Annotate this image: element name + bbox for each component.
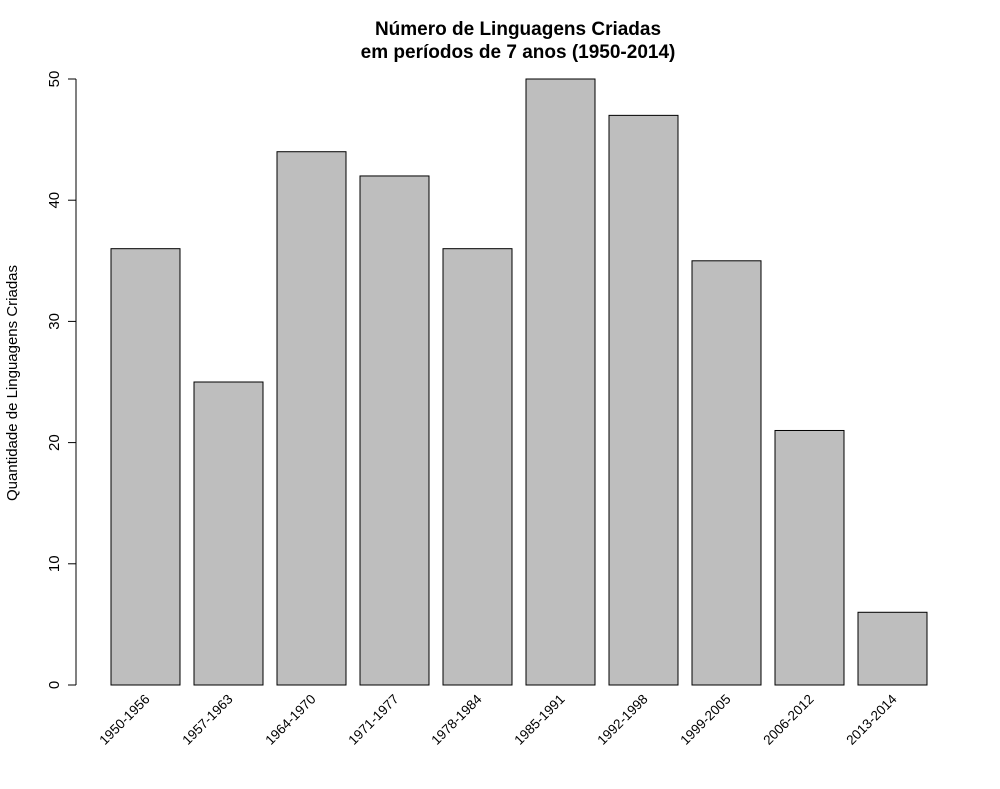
x-tick-label: 1978-1984 xyxy=(428,691,485,748)
y-axis-title: Quantidade de Linguagens Criadas xyxy=(4,265,21,501)
bar xyxy=(774,429,845,686)
x-axis-labels: 1950-1956 1957-1963 1964-1970 1971-1977 1978… xyxy=(96,691,900,748)
bar xyxy=(276,151,347,686)
bar xyxy=(608,114,679,686)
x-tick-label: 1950-1956 xyxy=(96,692,152,748)
y-tick-label: 0 xyxy=(46,681,63,689)
x-tick-label: 1992-1998 xyxy=(594,692,650,748)
y-axis: 0 10 20 30 40 50 xyxy=(46,71,77,689)
bars-group xyxy=(110,78,928,686)
x-tick-label: 1985-1991 xyxy=(511,692,567,748)
x-tick-label: 2013-2014 xyxy=(843,691,900,748)
bar xyxy=(525,78,596,686)
bar xyxy=(110,248,181,686)
chart-title-line2: em períodos de 7 anos (1950-2014) xyxy=(361,42,676,63)
bar xyxy=(691,260,762,686)
x-tick-label: 1964-1970 xyxy=(262,692,318,748)
bar xyxy=(193,381,264,686)
x-tick-label: 2006-2012 xyxy=(760,692,816,748)
x-tick-label: 1971-1977 xyxy=(345,692,401,748)
x-tick-label: 1957-1963 xyxy=(179,692,235,748)
y-tick-label: 10 xyxy=(46,555,63,572)
y-tick-label: 40 xyxy=(46,192,63,209)
chart-title-line1: Número de Linguagens Criadas xyxy=(375,19,661,40)
y-tick-label: 50 xyxy=(46,71,63,88)
y-tick-label: 30 xyxy=(46,313,63,330)
x-tick-label: 1999-2005 xyxy=(677,692,733,748)
y-tick-label: 20 xyxy=(46,434,63,451)
bar xyxy=(359,175,430,686)
bar xyxy=(857,611,928,686)
bar xyxy=(442,248,513,686)
